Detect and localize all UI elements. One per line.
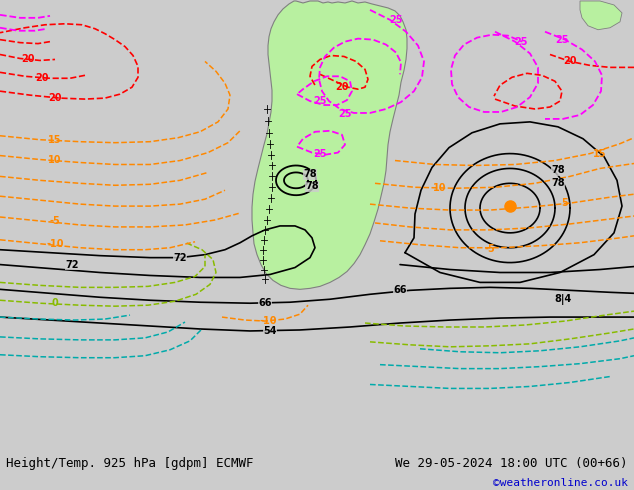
Text: 20: 20	[36, 74, 49, 83]
Text: 10: 10	[48, 154, 61, 165]
Text: Height/Temp. 925 hPa [gdpm] ECMWF: Height/Temp. 925 hPa [gdpm] ECMWF	[6, 457, 254, 470]
Text: ©weatheronline.co.uk: ©weatheronline.co.uk	[493, 478, 628, 488]
Text: -10: -10	[46, 239, 64, 249]
Text: 66: 66	[258, 298, 272, 308]
Text: 25: 25	[555, 35, 569, 45]
Text: 54: 54	[263, 326, 277, 336]
Text: 25: 25	[389, 15, 403, 25]
Text: 15: 15	[48, 135, 61, 145]
Text: 20: 20	[563, 56, 577, 67]
Text: 15: 15	[593, 148, 607, 159]
Text: 20: 20	[335, 82, 349, 92]
Text: 78: 78	[305, 181, 319, 191]
Text: 25: 25	[339, 109, 352, 119]
Text: 20: 20	[48, 93, 61, 103]
Text: 78: 78	[303, 170, 317, 179]
Polygon shape	[580, 1, 622, 30]
Text: 25: 25	[514, 37, 527, 47]
Text: 5: 5	[562, 198, 568, 208]
Text: -5: -5	[49, 216, 60, 226]
Text: 25: 25	[313, 148, 327, 159]
Text: 8|4: 8|4	[554, 294, 572, 305]
Text: 0: 0	[51, 298, 58, 308]
Polygon shape	[252, 1, 407, 289]
Text: 10: 10	[433, 183, 447, 193]
Text: 78: 78	[551, 178, 565, 188]
Text: -10: -10	[259, 316, 277, 326]
Text: We 29-05-2024 18:00 UTC (00+66): We 29-05-2024 18:00 UTC (00+66)	[395, 457, 628, 470]
Text: -5: -5	[484, 244, 495, 254]
Text: 72: 72	[173, 253, 187, 263]
Text: 72: 72	[65, 260, 79, 270]
Text: 25: 25	[313, 96, 327, 106]
Text: 66: 66	[393, 285, 407, 295]
Text: 78: 78	[551, 166, 565, 175]
Text: 20: 20	[22, 54, 35, 65]
